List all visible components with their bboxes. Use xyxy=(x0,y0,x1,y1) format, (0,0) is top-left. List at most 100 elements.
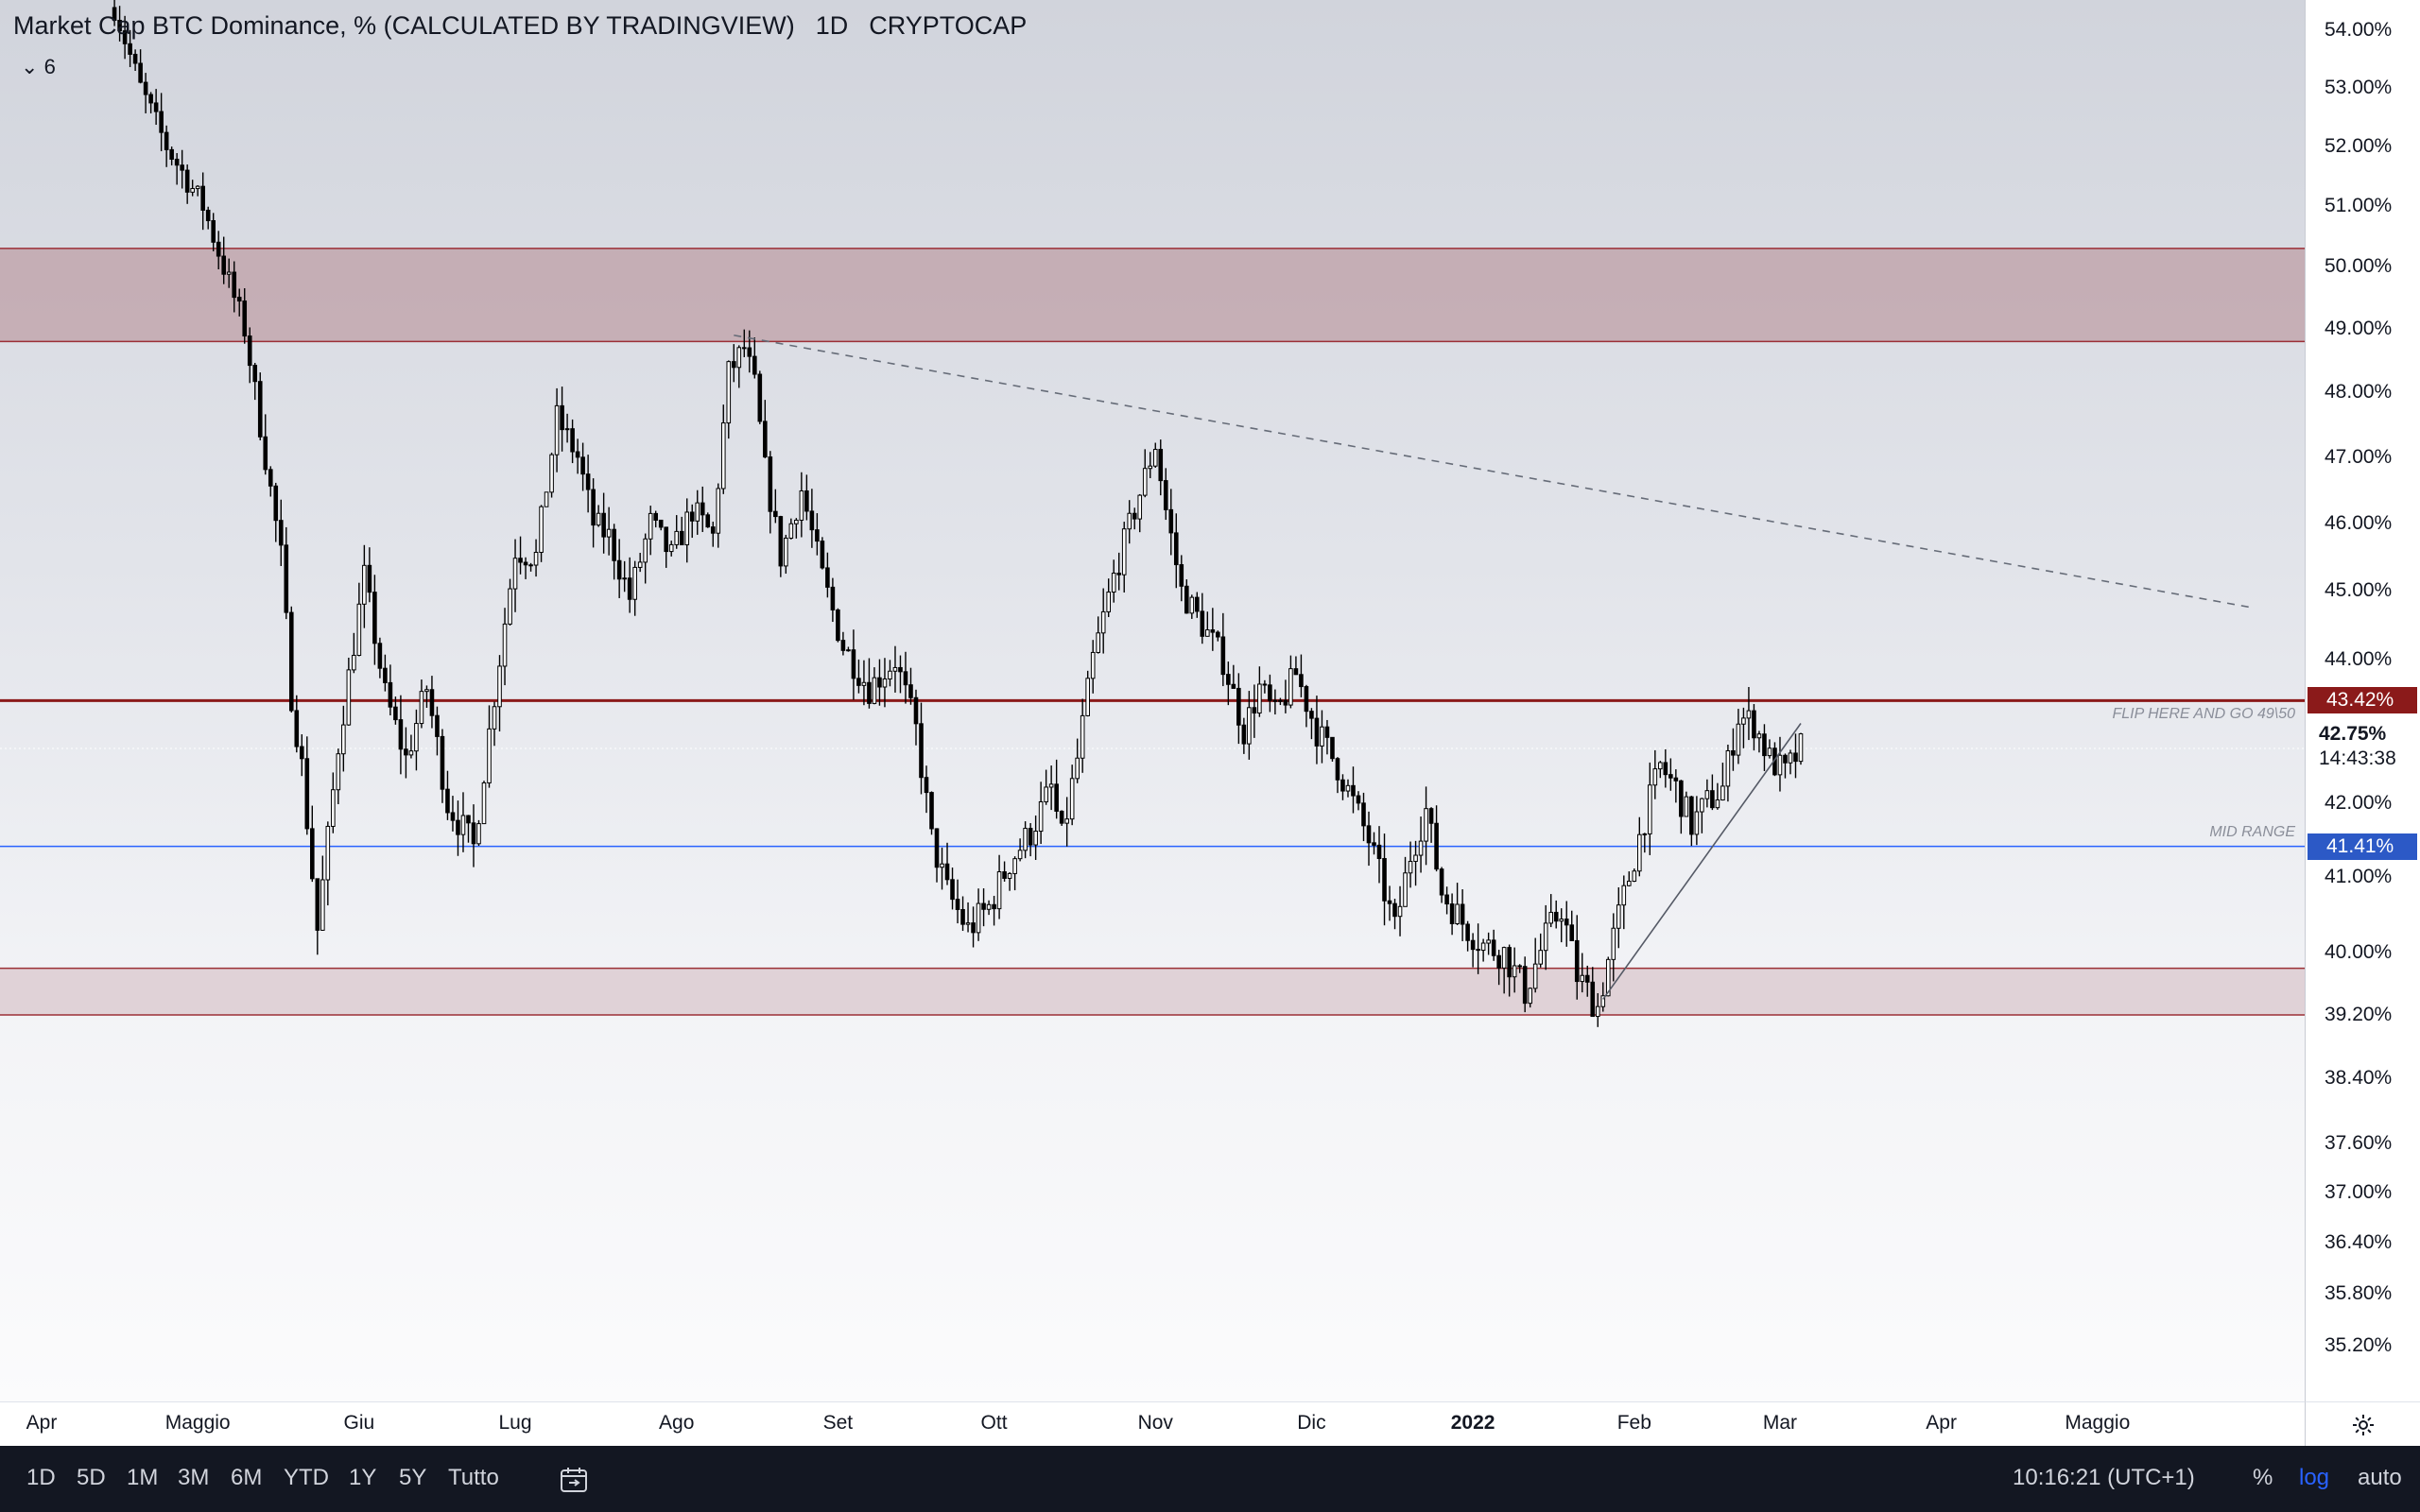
candle xyxy=(1299,654,1304,697)
candle xyxy=(944,842,950,885)
candle xyxy=(570,419,575,464)
candle xyxy=(1632,868,1637,883)
range-button-1y[interactable]: 1Y xyxy=(349,1465,377,1490)
candle xyxy=(564,413,570,443)
candle xyxy=(1512,947,1517,993)
candle xyxy=(1148,452,1153,478)
range-button-1m[interactable]: 1M xyxy=(127,1465,159,1490)
candle xyxy=(1278,697,1283,706)
candle xyxy=(1152,442,1158,468)
auto-toggle[interactable]: auto xyxy=(2358,1465,2402,1490)
candle xyxy=(950,868,955,910)
candle xyxy=(1069,765,1075,826)
log-toggle[interactable]: log xyxy=(2299,1465,2330,1490)
candle xyxy=(804,474,809,521)
candle xyxy=(1116,552,1122,591)
candle xyxy=(1272,689,1278,715)
candlestick-plot[interactable] xyxy=(0,0,2305,1401)
indicators-toggle[interactable]: ⌄ 6 xyxy=(21,55,56,79)
range-button-3m[interactable]: 3M xyxy=(178,1465,210,1490)
candle xyxy=(221,236,227,284)
price-tick: 52.00% xyxy=(2325,134,2393,157)
candle xyxy=(1621,875,1627,930)
candle xyxy=(1710,774,1715,811)
candle xyxy=(867,658,872,709)
gear-icon[interactable] xyxy=(2352,1414,2375,1436)
candle xyxy=(263,414,268,475)
time-axis[interactable]: Apr Maggio Giu Lug Ago Set Ott Nov Dic 2022 Feb Mar… xyxy=(0,1401,2305,1447)
candle xyxy=(1309,708,1314,740)
candle xyxy=(768,451,773,534)
candle xyxy=(143,73,148,113)
candle xyxy=(1137,493,1143,533)
range-button-6m[interactable]: 6M xyxy=(231,1465,263,1490)
time-tick: Nov xyxy=(1137,1412,1173,1434)
interval-label[interactable]: 1D xyxy=(815,11,849,40)
candle xyxy=(877,659,882,706)
candle xyxy=(1163,468,1168,521)
candle xyxy=(1231,664,1236,689)
candle xyxy=(992,895,996,926)
candle xyxy=(502,608,508,686)
clock-display[interactable]: 10:16:21 (UTC+1) xyxy=(2013,1465,2195,1490)
price-scale[interactable]: 54.00% 53.00% 52.00% 51.00% 50.00% 49.00% 48.0… xyxy=(2305,0,2420,1401)
range-button-tutto[interactable]: Tutto xyxy=(448,1465,499,1490)
candle xyxy=(1382,833,1387,926)
candle xyxy=(1559,908,1564,943)
candle xyxy=(1418,816,1424,873)
time-tick: Feb xyxy=(1616,1412,1651,1434)
candle xyxy=(1595,993,1600,1027)
symbol-name: Market Cap BTC Dominance, % (CALCULATED … xyxy=(13,11,795,40)
range-button-1d[interactable]: 1D xyxy=(26,1465,56,1490)
chart-pane[interactable]: Market Cap BTC Dominance, % (CALCULATED … xyxy=(0,0,2305,1401)
candle xyxy=(575,438,580,474)
candle xyxy=(435,706,440,756)
candle xyxy=(720,404,726,494)
candle xyxy=(408,734,414,759)
range-button-5d[interactable]: 5D xyxy=(77,1465,106,1490)
candle xyxy=(1648,762,1652,855)
candle xyxy=(648,506,653,556)
candle xyxy=(533,539,539,577)
candle xyxy=(1548,894,1554,928)
candle xyxy=(601,492,606,554)
candle xyxy=(903,651,908,704)
chart-settings-corner[interactable] xyxy=(2305,1401,2420,1447)
candle xyxy=(1121,522,1127,593)
range-button-5y[interactable]: 5Y xyxy=(399,1465,427,1490)
candle xyxy=(658,519,664,531)
range-button-ytd[interactable]: YTD xyxy=(284,1465,329,1490)
candle xyxy=(784,534,788,575)
candle xyxy=(508,578,512,626)
price-tick: 35.20% xyxy=(2325,1334,2393,1357)
candle xyxy=(815,513,820,556)
candle xyxy=(362,544,367,628)
candle xyxy=(117,6,122,42)
last-price-value: 42.75% xyxy=(2319,722,2387,745)
candle xyxy=(471,804,476,868)
candle xyxy=(1100,588,1106,654)
candle xyxy=(1428,807,1434,843)
candle xyxy=(1007,871,1012,891)
candle xyxy=(216,231,221,270)
candle xyxy=(1491,929,1496,961)
percent-toggle[interactable]: % xyxy=(2253,1465,2273,1490)
calendar-icon[interactable] xyxy=(560,1467,588,1493)
candle xyxy=(705,512,711,528)
candle xyxy=(294,695,300,753)
candle xyxy=(1236,673,1241,745)
candle xyxy=(1023,821,1028,859)
candle xyxy=(398,695,404,775)
candle xyxy=(809,489,815,548)
candle xyxy=(1455,883,1460,925)
candle xyxy=(1314,696,1320,765)
candle xyxy=(273,482,279,542)
candle xyxy=(288,606,294,713)
candle xyxy=(1397,885,1403,936)
candle xyxy=(518,536,523,575)
candle xyxy=(731,344,736,383)
candle xyxy=(1444,886,1449,915)
candle xyxy=(138,49,143,84)
candle xyxy=(492,701,497,747)
candle xyxy=(1746,686,1752,741)
